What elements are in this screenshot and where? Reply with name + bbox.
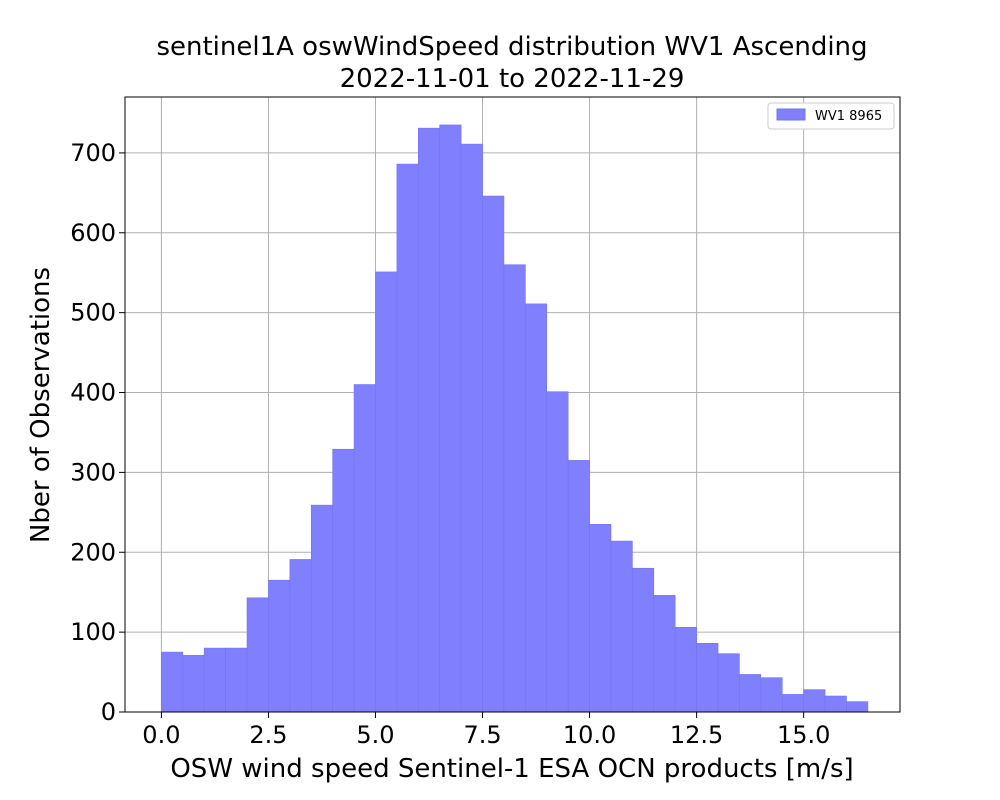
histogram-bar — [289, 559, 312, 713]
histogram-bar — [525, 303, 548, 713]
y-tick-label: 500 — [70, 299, 116, 327]
histogram-bar — [653, 595, 676, 713]
histogram-bar — [396, 163, 419, 713]
histogram-bar — [246, 597, 269, 713]
y-axis-label: Nber of Observations — [26, 267, 56, 543]
histogram-bar — [739, 674, 762, 713]
y-tick-label: 100 — [70, 618, 116, 646]
legend: WV1 8965 — [767, 102, 895, 130]
x-tick-label: 0.0 — [142, 721, 180, 749]
y-tick-label: 400 — [70, 379, 116, 407]
histogram-bar — [760, 677, 783, 713]
x-tick-label: 5.0 — [356, 721, 394, 749]
histogram-bar — [268, 579, 291, 713]
x-axis-label: OSW wind speed Sentinel-1 ESA OCN produc… — [170, 754, 853, 784]
chart-title-line-1: sentinel1A oswWindSpeed distribution WV1… — [156, 32, 867, 62]
axis-ticks: 0.0 2.5 5.0 7.5 10.0 12.5 15.0 0 100 200 300 400 500… — [70, 139, 830, 749]
histogram-bar — [717, 653, 740, 713]
x-tick-label: 10.0 — [563, 721, 616, 749]
histogram-bar — [353, 384, 376, 713]
histogram-bar — [418, 127, 441, 713]
histogram-bar — [674, 627, 697, 713]
x-tick-label: 7.5 — [463, 721, 501, 749]
plot-frame — [124, 96, 901, 713]
histogram-bar — [567, 460, 590, 713]
histogram-bar — [225, 647, 248, 713]
histogram-bar — [460, 143, 483, 713]
x-tick-label: 15.0 — [777, 721, 830, 749]
y-tick-label: 600 — [70, 219, 116, 247]
histogram-bars — [161, 124, 869, 713]
y-tick-label: 700 — [70, 139, 116, 167]
histogram-bar — [610, 540, 633, 713]
histogram-bar — [824, 695, 847, 713]
legend-label: WV1 8965 — [815, 109, 882, 124]
histogram-bar — [696, 643, 719, 713]
histogram-bar — [589, 524, 612, 713]
histogram-bar — [846, 701, 869, 713]
x-tick-label: 2.5 — [249, 721, 287, 749]
histogram-bar — [375, 271, 398, 713]
histogram-bar — [781, 694, 804, 713]
histogram-bar — [632, 567, 655, 713]
y-tick-label: 200 — [70, 538, 116, 566]
y-tick-label: 300 — [70, 458, 116, 486]
histogram-bar — [310, 504, 333, 713]
y-tick-label: 0 — [101, 698, 116, 726]
chart-title-line-2: 2022-11-01 to 2022-11-29 — [340, 64, 685, 94]
histogram-bar — [482, 195, 505, 713]
histogram-bar — [546, 391, 569, 713]
histogram-bar — [161, 651, 184, 713]
histogram-bar — [332, 448, 355, 713]
histogram-bar — [503, 264, 526, 713]
histogram-bar — [803, 689, 826, 713]
histogram-bar — [203, 647, 226, 713]
histogram-bar — [439, 124, 462, 713]
x-tick-label: 12.5 — [670, 721, 723, 749]
legend-swatch — [776, 108, 806, 121]
histogram-bar — [182, 654, 205, 713]
